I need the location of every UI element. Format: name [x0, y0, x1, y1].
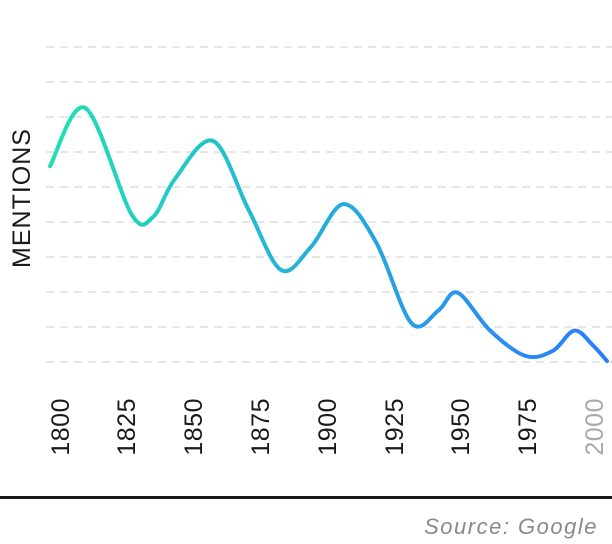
x-tick-2000: 2000 — [581, 398, 609, 456]
bottom-rule — [0, 496, 612, 499]
grid-lines — [46, 46, 612, 363]
x-tick-1800: 1800 — [47, 398, 75, 456]
x-tick-1950: 1950 — [447, 398, 475, 456]
x-tick-1850: 1850 — [180, 398, 208, 456]
x-tick-1825: 1825 — [113, 398, 141, 456]
x-tick-1875: 1875 — [247, 398, 275, 456]
x-tick-1900: 1900 — [314, 398, 342, 456]
x-tick-labels: 1800 1825 1850 1875 1900 1925 1950 1975 2000 — [47, 398, 609, 456]
source-caption: Source: Google — [424, 514, 598, 539]
series-line — [48, 105, 609, 363]
y-axis-label: MENTIONS — [8, 128, 36, 268]
x-tick-1975: 1975 — [514, 398, 542, 456]
x-tick-1925: 1925 — [381, 398, 409, 456]
